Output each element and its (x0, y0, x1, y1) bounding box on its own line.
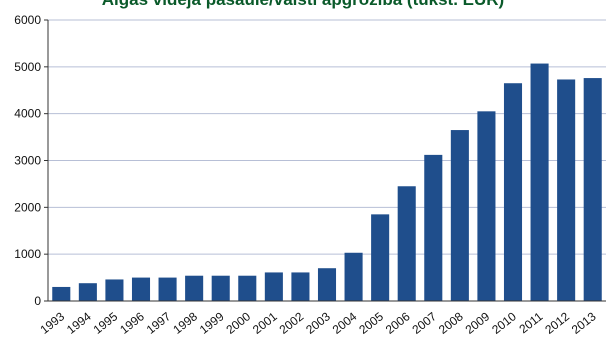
x-tick-label: 2007 (409, 309, 439, 337)
x-tick-label: 1996 (117, 309, 147, 337)
bar-2010 (503, 83, 523, 301)
x-axis-ticks: 1993199419951996199719981999200020012002… (37, 309, 598, 337)
bar-2004 (344, 252, 363, 301)
x-tick-label: 1998 (170, 309, 200, 337)
bar-2013 (583, 78, 602, 301)
x-tick-label: 2008 (436, 309, 466, 337)
bar-2002 (291, 272, 310, 301)
bar-1998 (185, 275, 204, 301)
bar-2008 (450, 130, 469, 301)
bar-1996 (131, 277, 151, 301)
y-tick-label: 3000 (14, 154, 41, 168)
bar-1994 (78, 283, 97, 301)
bar-1999 (211, 275, 230, 301)
bar-2003 (317, 268, 337, 301)
bar-1993 (52, 286, 71, 301)
y-tick-label: 4000 (14, 107, 41, 121)
bars (52, 63, 602, 302)
x-tick-label: 2011 (516, 309, 545, 336)
y-tick-label: 2000 (14, 200, 41, 214)
bar-2012 (557, 79, 576, 301)
x-tick-label: 2002 (277, 309, 307, 337)
bar-2009 (477, 111, 496, 301)
x-tick-label: 2004 (330, 309, 360, 337)
x-tick-label: 2012 (542, 309, 572, 337)
bar-2006 (397, 186, 416, 301)
x-tick-label: 2010 (489, 309, 519, 337)
bar-1997 (158, 277, 177, 301)
x-tick-label: 2013 (569, 309, 599, 337)
x-tick-label: 1995 (91, 309, 121, 337)
x-tick-label: 2005 (356, 309, 386, 337)
x-tick-label: 2000 (223, 309, 253, 337)
bar-2001 (264, 272, 283, 301)
bar-2005 (371, 214, 390, 301)
y-tick-label: 5000 (14, 60, 41, 74)
x-tick-label: 1994 (64, 309, 94, 337)
y-axis-ticks: 0 1000 2000 3000 4000 5000 6000 (14, 13, 48, 308)
bar-2007 (424, 154, 443, 301)
x-tick-label: 2001 (250, 309, 280, 337)
x-tick-label: 1997 (144, 309, 174, 337)
x-tick-label: 1999 (197, 309, 227, 337)
x-tick-label: 2006 (383, 309, 413, 337)
bar-2011 (530, 63, 549, 302)
bar-1995 (105, 279, 124, 301)
y-tick-label: 1000 (14, 247, 41, 261)
chart-title: Algas vidējā pasaulē/valstī apgrozība (t… (0, 0, 606, 10)
gridlines (48, 19, 606, 255)
x-tick-label: 1993 (37, 309, 67, 337)
y-tick-label: 0 (34, 294, 41, 308)
x-tick-label: 2003 (303, 309, 333, 337)
x-tick-label: 2009 (463, 309, 493, 337)
y-tick-label: 6000 (14, 13, 41, 27)
bar-2000 (238, 275, 257, 301)
